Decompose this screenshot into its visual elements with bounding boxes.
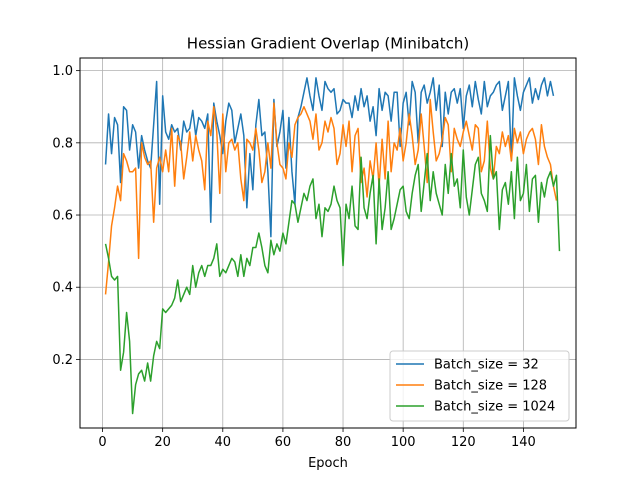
legend-label-1: Batch_size = 32 [434,358,539,373]
x-axis-label: Epoch [308,456,348,471]
y-tick-label: 0.8 [52,136,73,151]
y-axis: 0.2 0.4 0.6 0.8 1.0 [52,64,80,368]
y-tick-label: 0.4 [52,281,73,296]
series-line-2 [104,98,558,295]
y-tick-label: 0.2 [52,353,73,368]
legend-label-2: Batch_size = 128 [434,379,547,394]
legend-box [389,350,570,422]
x-tick-label: 0 [98,435,106,450]
x-axis: 0 20 40 60 80 100 120 140 [98,428,536,450]
x-tick-label: 120 [451,435,476,450]
x-tick-label: 140 [511,435,536,450]
legend-label-3: Batch_size = 1024 [434,400,555,415]
x-tick-label: 60 [275,435,292,450]
legend: Batch_size = 32 Batch_size = 128 Batch_siz… [389,350,570,422]
x-tick-label: 40 [215,435,232,450]
y-tick-label: 1.0 [52,64,73,79]
y-tick-label: 0.6 [52,209,73,224]
series-group [104,77,561,415]
series-line-3 [104,134,561,415]
x-tick-label: 100 [391,435,416,450]
x-tick-label: 20 [154,435,171,450]
x-tick-label: 80 [335,435,352,450]
series-line-1 [104,77,555,238]
plot-frame [79,57,577,429]
chart-title: Hessian Gradient Overlap (Minibatch) [187,35,469,53]
